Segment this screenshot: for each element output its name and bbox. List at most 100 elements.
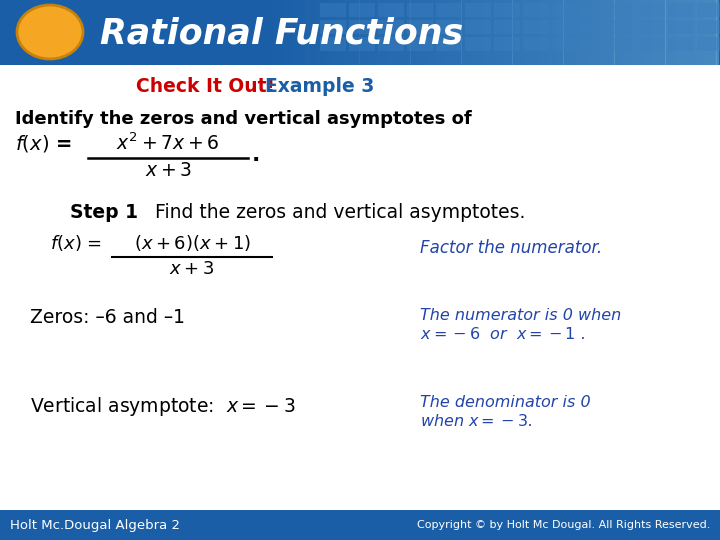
Bar <box>566 0 569 65</box>
Bar <box>653 0 655 65</box>
Bar <box>490 0 492 65</box>
Bar <box>407 20 433 34</box>
Text: $x + 3$: $x + 3$ <box>145 161 192 180</box>
Bar <box>464 0 467 65</box>
Bar <box>523 37 549 51</box>
Text: Zeros: –6 and –1: Zeros: –6 and –1 <box>30 308 185 327</box>
Bar <box>665 0 668 65</box>
Bar <box>324 0 326 65</box>
Bar <box>286 0 288 65</box>
Bar <box>510 0 513 65</box>
Bar <box>316 0 319 65</box>
Bar <box>347 0 349 65</box>
Bar <box>494 3 520 17</box>
Bar <box>610 3 636 17</box>
Bar <box>602 0 604 65</box>
Bar <box>668 3 694 17</box>
Bar <box>668 37 694 51</box>
Bar <box>523 20 549 34</box>
Bar <box>418 0 420 65</box>
Bar <box>647 0 650 65</box>
Bar <box>513 0 515 65</box>
Bar <box>465 3 491 17</box>
Bar <box>278 0 281 65</box>
Bar <box>374 0 377 65</box>
Bar <box>670 0 673 65</box>
Bar <box>610 37 636 51</box>
Bar <box>367 0 369 65</box>
Bar <box>497 0 500 65</box>
Bar <box>536 0 538 65</box>
Bar <box>459 0 462 65</box>
Bar <box>635 0 637 65</box>
Bar <box>407 3 433 17</box>
Bar <box>320 37 346 51</box>
Text: $f(x)$ =: $f(x)$ = <box>50 233 102 253</box>
Bar <box>668 20 694 34</box>
Bar <box>639 37 665 51</box>
Bar <box>456 0 459 65</box>
Bar <box>465 37 491 51</box>
Bar <box>571 0 574 65</box>
Bar <box>528 0 531 65</box>
Bar <box>625 0 627 65</box>
Bar <box>637 0 640 65</box>
Bar <box>693 0 696 65</box>
Bar <box>551 0 553 65</box>
Bar <box>433 0 436 65</box>
Bar <box>349 20 375 34</box>
Text: $x^2 + 7x + 6$: $x^2 + 7x + 6$ <box>117 133 220 154</box>
Bar <box>344 0 347 65</box>
Bar <box>320 3 346 17</box>
Bar <box>503 0 505 65</box>
Bar <box>655 0 658 65</box>
Bar <box>675 0 678 65</box>
Bar <box>306 0 308 65</box>
Bar <box>584 0 587 65</box>
Bar <box>426 0 428 65</box>
Bar <box>336 0 339 65</box>
Bar <box>697 3 720 17</box>
Bar <box>494 20 520 34</box>
Bar <box>688 0 691 65</box>
Bar <box>581 37 607 51</box>
Bar <box>413 0 415 65</box>
Bar <box>697 20 720 34</box>
Bar <box>392 0 395 65</box>
Bar <box>280 0 283 65</box>
Bar <box>454 0 456 65</box>
Bar <box>683 0 686 65</box>
Bar <box>472 0 474 65</box>
Bar <box>319 0 321 65</box>
Bar <box>553 0 556 65</box>
Bar <box>477 0 480 65</box>
Bar <box>552 37 578 51</box>
Bar <box>614 0 617 65</box>
Bar <box>420 0 423 65</box>
Bar <box>275 0 278 65</box>
Bar <box>708 0 711 65</box>
Bar <box>449 0 451 65</box>
Bar <box>436 3 462 17</box>
Bar <box>515 0 518 65</box>
Bar <box>349 3 375 17</box>
Bar <box>311 0 314 65</box>
Text: Find the zeros and vertical asymptotes.: Find the zeros and vertical asymptotes. <box>155 203 526 222</box>
Bar <box>431 0 433 65</box>
Bar <box>372 0 375 65</box>
Bar <box>594 0 597 65</box>
Bar <box>349 37 375 51</box>
Text: The denominator is 0: The denominator is 0 <box>420 395 590 410</box>
Bar <box>364 0 367 65</box>
Bar <box>487 0 490 65</box>
Bar <box>423 0 426 65</box>
Bar <box>574 0 576 65</box>
Bar <box>378 20 404 34</box>
Bar <box>639 3 665 17</box>
Bar <box>474 0 477 65</box>
Text: Step 1: Step 1 <box>70 203 138 222</box>
Bar <box>612 0 614 65</box>
Text: $(x + 6)(x + 1)$: $(x + 6)(x + 1)$ <box>133 233 251 253</box>
Bar <box>495 0 498 65</box>
Bar <box>397 0 400 65</box>
